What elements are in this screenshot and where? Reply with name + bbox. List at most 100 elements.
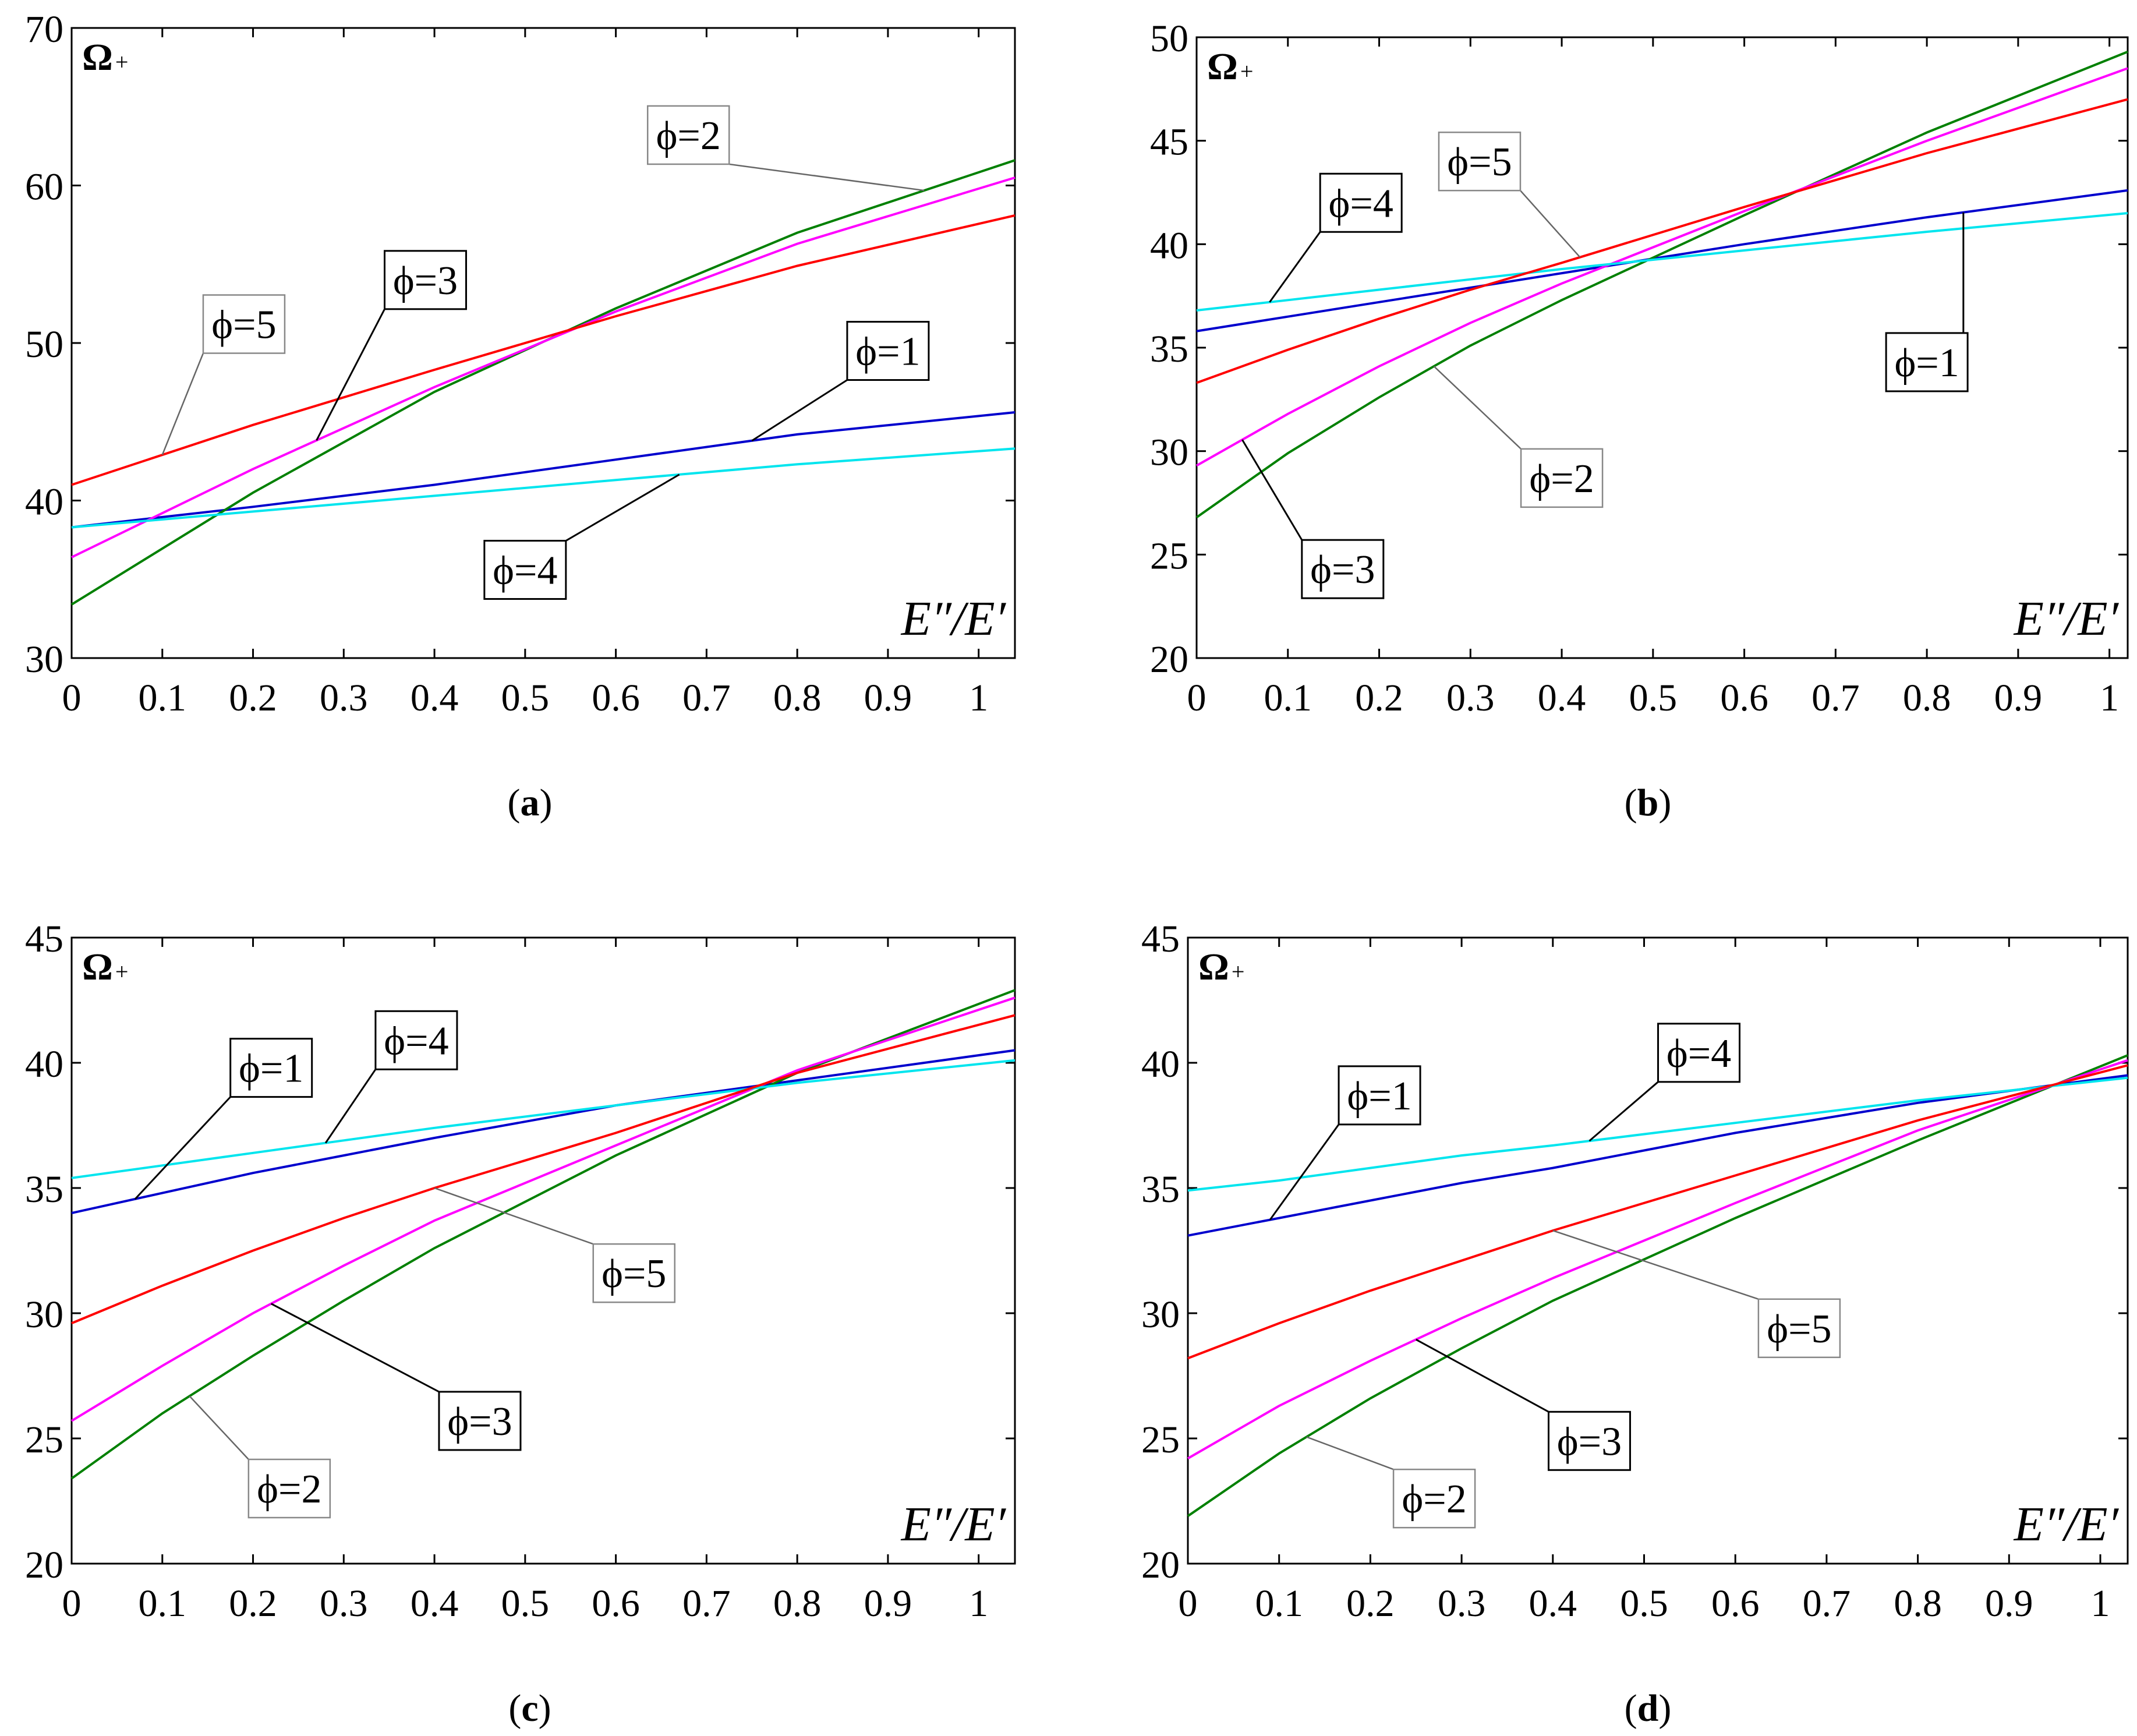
chart-panel-b: 20 25 30 35 40 45 50 0 0.1 0.2 0.3 0.4 0.5 0.6 0.7 0.8 0… <box>1150 17 2129 824</box>
annotation-label: ϕ=2 <box>656 114 721 158</box>
series-line-phi-2 <box>1195 51 2128 519</box>
annotation-label: ϕ=3 <box>393 259 458 303</box>
annotation-box <box>1392 1468 1476 1529</box>
annotation-leader-line <box>729 163 925 192</box>
annotation-label: ϕ=1 <box>239 1046 303 1091</box>
plot-frame <box>1187 936 2129 1565</box>
x-tick-label: 0.5 <box>501 677 550 719</box>
annotation-leader-line <box>134 1096 231 1200</box>
panel-caption-letter: a <box>521 782 540 824</box>
x-tick-label: 1 <box>2100 677 2119 719</box>
chart-panel-d: 20 25 30 35 40 45 0 0.1 0.2 0.3 0.4 0.5 0.6 0.7 0.8 0.9… <box>1141 918 2129 1730</box>
series-line-phi-5 <box>1196 98 2128 384</box>
x-tick-label: 0.6 <box>592 677 640 719</box>
annotation-label: ϕ=4 <box>384 1019 448 1063</box>
y-tick-label: 40 <box>25 481 63 524</box>
y-tick-label: 25 <box>1150 535 1188 577</box>
annotation-leader-line <box>189 1395 249 1460</box>
annotation-label: ϕ=3 <box>447 1399 512 1444</box>
plot-frame <box>70 936 1016 1565</box>
x-tick-label: 0.5 <box>1629 677 1678 719</box>
x-tick-label: 0.2 <box>1355 677 1403 719</box>
x-tick-label: 0.9 <box>864 1582 912 1625</box>
annotation-label: ϕ=2 <box>257 1467 321 1512</box>
y-tick-label: 35 <box>25 1168 63 1211</box>
annotation-box <box>247 1458 331 1519</box>
series-line-phi-2 <box>70 989 1016 1480</box>
annotation-leader-line <box>565 473 680 542</box>
x-tick-label: 0.1 <box>139 1582 187 1625</box>
y-tick-label: 35 <box>1150 328 1188 370</box>
y-tick-label: 50 <box>25 323 63 366</box>
series-line-phi-4 <box>71 1059 1016 1179</box>
series-line-phi-5 <box>1187 1064 2128 1360</box>
y-axis-label: Ω + <box>82 946 128 988</box>
panel-caption: (c) <box>508 1687 551 1730</box>
x-tick-label: 0.5 <box>501 1582 550 1625</box>
y-axis-label-symbol: Ω <box>82 36 113 79</box>
annotation-label: ϕ=4 <box>493 549 557 593</box>
x-tick-label: 0.4 <box>1529 1582 1577 1625</box>
panel-caption-letter: c <box>521 1687 538 1730</box>
x-tick-label: 0.1 <box>1255 1582 1303 1625</box>
y-tick-label: 60 <box>25 166 63 208</box>
series-line-phi-3 <box>1187 1059 2128 1460</box>
y-axis-label-symbol: Ω <box>82 946 113 988</box>
x-tick-label: 0.6 <box>1720 677 1768 719</box>
annotation-leader-line <box>1416 1338 1549 1413</box>
annotation-box <box>1547 1410 1631 1471</box>
series-line-phi-4 <box>1196 212 2128 312</box>
y-tick-label: 45 <box>1150 121 1188 164</box>
chart-panel-c: 20 25 30 35 40 45 0 0.1 0.2 0.3 0.4 0.5 0.6 0.7 0.8 0.9… <box>25 918 1016 1730</box>
panel-caption-close: ) <box>1658 1687 1671 1730</box>
x-tick-label: 0.8 <box>773 1582 822 1625</box>
y-tick-label: 20 <box>1141 1544 1180 1586</box>
annotation-leader-line <box>1241 439 1303 540</box>
series-line-phi-3 <box>1196 67 2128 467</box>
panel-caption-letter: d <box>1637 1687 1659 1730</box>
x-tick-label: 0 <box>1179 1582 1198 1625</box>
annotation-box <box>1301 539 1385 599</box>
annotation-box <box>1885 332 1969 393</box>
x-tick-label: 0.6 <box>592 1582 640 1625</box>
annotation-box <box>202 294 286 354</box>
annotation-label: ϕ=5 <box>211 303 276 348</box>
x-axis-label: E″/E′ <box>901 1497 1007 1551</box>
y-tick-label: 20 <box>1150 638 1188 681</box>
y-axis-label-symbol: Ω <box>1207 45 1238 88</box>
x-tick-label: 0.8 <box>1894 1582 1942 1625</box>
x-tick-label: 0 <box>62 677 82 719</box>
annotation-leader-line <box>1520 190 1581 258</box>
annotation-box <box>229 1038 313 1098</box>
annotation-label: ϕ=5 <box>1447 140 1512 185</box>
x-tick-label: 0.1 <box>139 677 187 719</box>
annotation-box <box>1657 1023 1741 1083</box>
y-tick-label: 30 <box>25 1293 63 1336</box>
annotation-leader-line <box>1552 1229 1759 1300</box>
x-tick-label: 1 <box>969 677 988 719</box>
series-line-phi-3 <box>70 996 1016 1422</box>
annotation-label: ϕ=5 <box>1767 1307 1831 1352</box>
y-axis-label-subscript: + <box>1240 58 1254 84</box>
annotation-label: ϕ=1 <box>1894 341 1959 386</box>
x-tick-label: 0.7 <box>682 1582 731 1625</box>
annotation-label: ϕ=4 <box>1667 1031 1731 1076</box>
x-tick-label: 0.6 <box>1711 1582 1760 1625</box>
annotation-box <box>592 1243 676 1303</box>
x-tick-label: 0.4 <box>1538 677 1586 719</box>
panel-caption-open: ( <box>508 1687 521 1730</box>
x-tick-label: 0.5 <box>1620 1582 1668 1625</box>
annotation-label: ϕ=1 <box>1347 1074 1411 1119</box>
y-tick-label: 35 <box>1141 1168 1180 1211</box>
y-tick-label: 25 <box>1141 1419 1180 1461</box>
y-tick-label: 40 <box>25 1043 63 1086</box>
annotation-label: ϕ=5 <box>602 1251 666 1296</box>
series-line-phi-2 <box>70 159 1016 606</box>
x-tick-label: 0.3 <box>1438 1582 1486 1625</box>
panel-caption: (d) <box>1625 1687 1672 1730</box>
x-tick-label: 0.2 <box>1346 1582 1395 1625</box>
annotation-label: ϕ=3 <box>1557 1419 1622 1464</box>
x-axis-label: E″/E′ <box>2014 592 2120 646</box>
y-axis-label: Ω + <box>82 36 128 79</box>
x-tick-label: 0.9 <box>864 677 912 719</box>
